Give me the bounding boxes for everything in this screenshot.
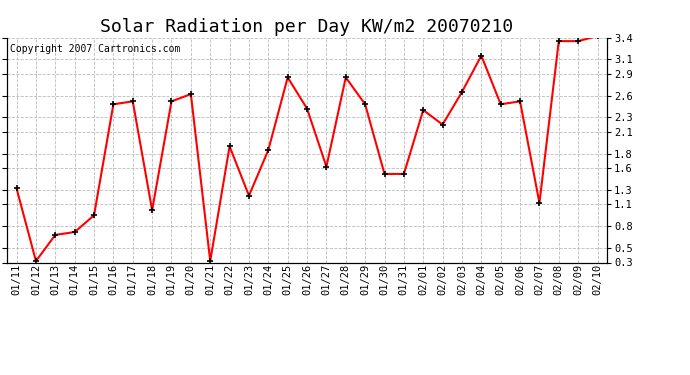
- Title: Solar Radiation per Day KW/m2 20070210: Solar Radiation per Day KW/m2 20070210: [101, 18, 513, 36]
- Text: Copyright 2007 Cartronics.com: Copyright 2007 Cartronics.com: [10, 44, 180, 54]
